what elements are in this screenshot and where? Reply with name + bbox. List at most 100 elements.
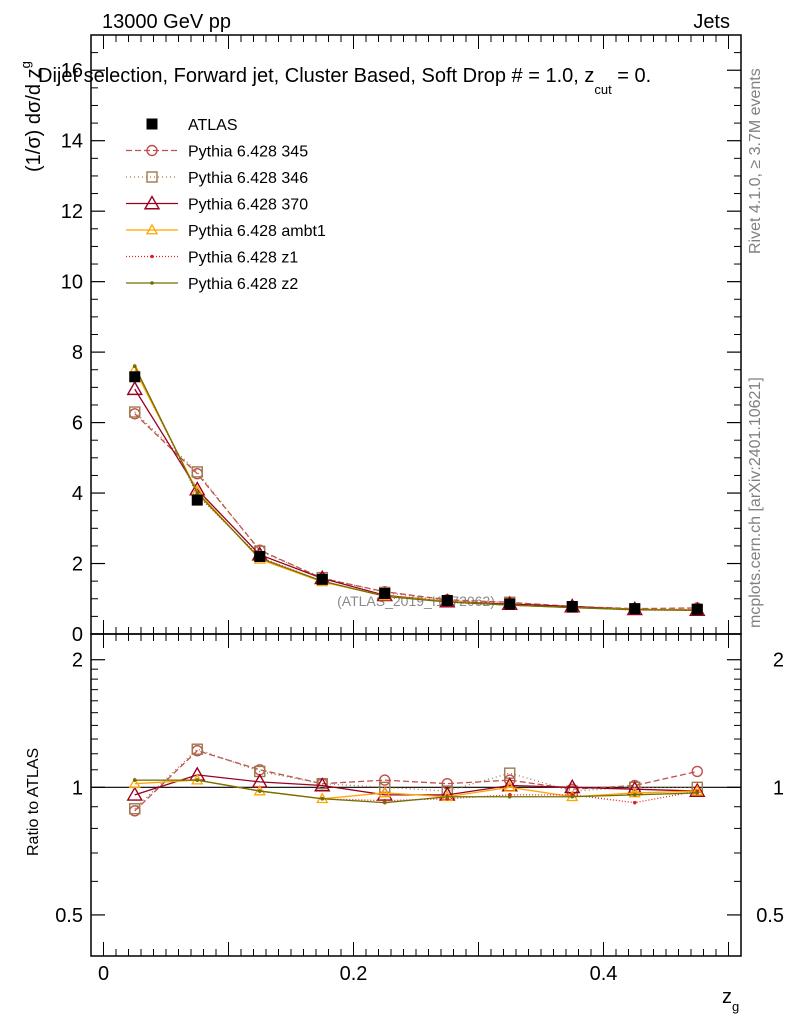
plot-title-main: Dijet selection, Forward jet, Cluster Ba…: [38, 65, 524, 87]
data-point-p370: [126, 380, 143, 396]
y-axis-label: (1/σ) dσ/d zg: [18, 61, 45, 172]
main-axis-ticks: 0 2 4 6 8 10 12 14 16: [61, 34, 741, 646]
plot-title-sub: cut: [594, 82, 612, 97]
ratio-point-p370: [314, 777, 331, 792]
data-point-atlas: [379, 587, 391, 599]
ratio-line-p370: [134, 774, 698, 796]
ratio-point-ambt1: [691, 784, 704, 796]
legend-marker-atlas: [146, 118, 158, 130]
legend-label-p370: Pythia 6.428 370: [188, 197, 308, 214]
data-point-atlas: [629, 603, 641, 615]
ratio-point-z2: [570, 794, 575, 799]
ratio-point-p346: [129, 803, 141, 815]
ratio-point-z2: [132, 778, 137, 782]
ratio-y-axis-label: Ratio to ATLAS: [25, 748, 42, 856]
ratio-point-z2: [695, 791, 700, 795]
legend-label-z1: Pythia 6.428 z1: [188, 250, 298, 267]
legend-marker-p345: [146, 144, 158, 157]
y-tick-label: 0: [72, 624, 83, 646]
x-axis-label-sub: g: [732, 999, 739, 1014]
data-point-p346: [129, 406, 141, 418]
data-point-atlas: [441, 595, 453, 607]
ratio-y-tick-label: 2: [72, 650, 83, 672]
series-line-p345: [134, 413, 698, 610]
y-tick-label: 8: [72, 342, 83, 364]
ratio-point-z2: [632, 793, 637, 797]
ratio-panel-frame: [90, 633, 742, 957]
ratio-point-p370: [689, 782, 706, 797]
legend-marker-p346: [146, 171, 158, 183]
ratio-point-z2: [257, 789, 262, 793]
header-left: 13000 GeV pp: [102, 11, 231, 33]
y-tick-label: 16: [61, 60, 83, 82]
x-axis-label: zg: [722, 986, 739, 1014]
x-tick-label: 0.2: [340, 963, 368, 985]
ratio-line-z2: [134, 779, 698, 804]
legend-label-ambt1: Pythia 6.428 ambt1: [188, 223, 326, 240]
ratio-point-ambt1: [128, 777, 141, 789]
ratio-point-z1: [632, 800, 637, 805]
data-point-atlas: [191, 494, 203, 506]
y-tick-label: 14: [61, 131, 83, 153]
ratio-point-p346: [254, 765, 266, 778]
y-tick-label: 10: [61, 272, 83, 294]
ratio-point-z2: [195, 778, 200, 782]
ratio-y-tick-label-right: 2: [773, 650, 784, 672]
legend-marker-z1: [150, 254, 154, 259]
ratio-point-z2: [382, 800, 387, 805]
series-line-z2: [134, 365, 698, 612]
data-point-atlas: [566, 601, 578, 613]
data-point-z2: [195, 491, 200, 495]
ratio-series-layer: [126, 743, 706, 817]
ratio-point-p370: [126, 786, 143, 801]
ratio-point-ambt1: [628, 786, 641, 798]
ratio-point-ambt1: [378, 786, 391, 798]
ratio-axis-ticks: 0 0.2 0.4 0.5 0.5 1 1 2 2: [55, 634, 784, 985]
y-tick-label: 12: [61, 201, 83, 223]
data-point-atlas: [316, 573, 328, 585]
ratio-point-p345: [379, 774, 391, 786]
analysis-watermark: (ATLAS_2019_I1772062): [337, 593, 495, 609]
ratio-point-z2: [445, 794, 450, 799]
legend: ATLAS Pythia 6.428 345 Pythia 6.428 346 Pyt…: [126, 117, 326, 293]
legend-marker-p370: [143, 195, 161, 210]
x-axis-label-main: z: [722, 986, 732, 1008]
legend-label-z2: Pythia 6.428 z2: [188, 276, 298, 293]
series-line-p346: [134, 411, 698, 610]
ratio-y-tick-label: 1: [72, 777, 83, 799]
x-tick-label: 0: [98, 963, 109, 985]
legend-label-atlas: ATLAS: [188, 117, 238, 134]
y-tick-label: 2: [72, 554, 83, 576]
rivet-version-label: Rivet 4.1.0, ≥ 3.7M events: [747, 68, 764, 254]
ratio-point-z2: [320, 796, 325, 801]
legend-label-p346: Pythia 6.428 346: [188, 170, 308, 187]
legend-label-p345: Pythia 6.428 345: [188, 144, 308, 161]
y-axis-label-sub: g: [18, 61, 33, 68]
series-line-ambt1: [134, 369, 698, 611]
data-point-atlas: [504, 598, 516, 610]
ratio-point-ambt1: [503, 781, 516, 792]
y-axis-label-main: (1/σ) dσ/d z: [23, 68, 45, 172]
plot-title: Dijet selection, Forward jet, Cluster Ba…: [38, 65, 651, 97]
main-series-layer: [126, 363, 706, 616]
y-tick-label: 6: [72, 413, 83, 435]
header-right: Jets: [693, 11, 730, 33]
legend-marker-ambt1: [145, 223, 159, 235]
ratio-point-z2: [507, 794, 512, 799]
x-tick-label: 0.4: [590, 963, 618, 985]
data-point-atlas: [254, 550, 266, 562]
series-line-z1: [134, 365, 698, 611]
plot-title-end: = 0.: [612, 65, 651, 87]
plot-title-tail: = 1.0, z: [523, 65, 595, 87]
ratio-y-tick-label: 0.5: [55, 905, 83, 927]
ratio-point-p346: [191, 743, 203, 755]
data-point-p346: [191, 466, 203, 478]
ratio-y-tick-label-right: 0.5: [756, 905, 784, 927]
ratio-point-p345: [691, 765, 703, 778]
y-tick-label: 4: [72, 483, 83, 505]
mcplots-label: mcplots.cern.ch [arXiv:2401.10621]: [747, 377, 764, 628]
ratio-line-p345: [134, 749, 698, 812]
data-point-z2: [132, 364, 137, 369]
ratio-y-tick-label-right: 1: [773, 777, 784, 799]
